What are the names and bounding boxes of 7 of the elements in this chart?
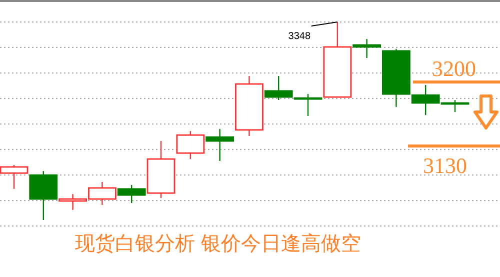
candlestick xyxy=(58,193,87,210)
annotation: 3348 xyxy=(288,31,311,42)
candlestick xyxy=(206,128,234,162)
annotation: 3200 xyxy=(432,56,476,81)
candlestick xyxy=(352,38,381,59)
text: 现货白银分析 银价今日逢高做空 xyxy=(74,231,362,255)
annotation: 3130 xyxy=(423,153,467,178)
